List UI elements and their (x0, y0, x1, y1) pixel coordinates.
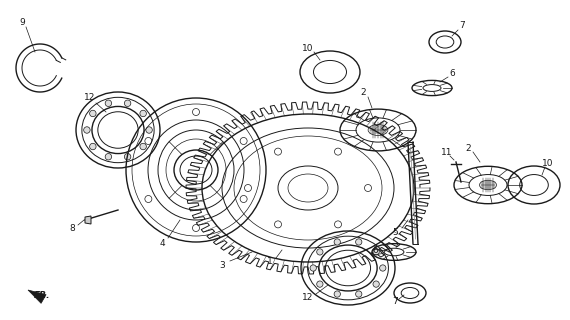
Circle shape (356, 291, 362, 297)
Text: 9: 9 (19, 18, 25, 27)
Circle shape (84, 127, 90, 133)
Text: 12: 12 (84, 92, 96, 101)
Text: 5: 5 (392, 228, 398, 236)
Circle shape (89, 110, 96, 117)
Polygon shape (28, 290, 46, 303)
Text: 7: 7 (459, 20, 465, 29)
Circle shape (334, 291, 340, 297)
Text: FR.: FR. (34, 292, 51, 300)
Circle shape (140, 110, 146, 117)
Text: 6: 6 (372, 245, 378, 254)
Text: 6: 6 (449, 68, 455, 77)
Circle shape (310, 265, 316, 271)
Circle shape (124, 100, 131, 107)
Text: 3: 3 (219, 260, 225, 269)
Circle shape (105, 100, 112, 107)
Text: 10: 10 (302, 44, 314, 52)
Circle shape (373, 249, 379, 255)
Text: 2: 2 (360, 87, 366, 97)
Circle shape (380, 265, 386, 271)
Circle shape (89, 143, 96, 150)
Circle shape (317, 249, 323, 255)
Circle shape (356, 239, 362, 245)
Text: 2: 2 (465, 143, 471, 153)
Text: 8: 8 (69, 223, 75, 233)
Text: 4: 4 (159, 238, 165, 247)
Polygon shape (85, 216, 91, 224)
Text: 10: 10 (542, 158, 553, 167)
Circle shape (140, 143, 146, 150)
Circle shape (105, 154, 112, 160)
Text: 11: 11 (441, 148, 453, 156)
Circle shape (334, 239, 340, 245)
Circle shape (317, 281, 323, 287)
Circle shape (146, 127, 152, 133)
Text: 12: 12 (302, 293, 314, 302)
Text: 1: 1 (267, 258, 273, 267)
Circle shape (124, 154, 131, 160)
Circle shape (373, 281, 379, 287)
Text: 7: 7 (392, 298, 398, 307)
